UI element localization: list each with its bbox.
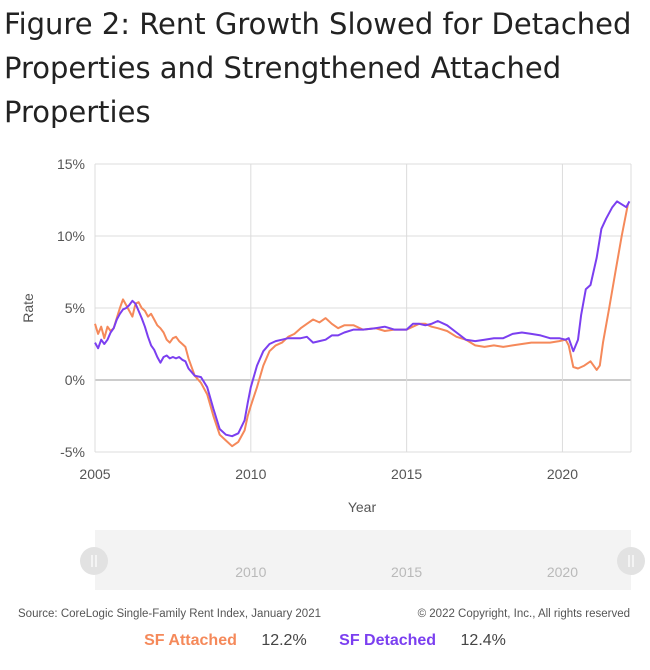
navigator-ticks: 2010 2015 2020 — [235, 564, 578, 580]
copyright-note: © 2022 Copyright, Inc., All rights reser… — [417, 608, 630, 620]
x-tick-label: 2015 — [391, 466, 422, 482]
x-tick-label: 2005 — [79, 466, 110, 482]
legend-item-sf-attached[interactable]: SF Attached 12.2% — [144, 632, 307, 650]
series-line-sf-detached[interactable] — [94, 200, 631, 438]
legend-label: SF Detached — [339, 632, 437, 649]
series-line-sf-attached[interactable] — [94, 204, 629, 448]
y-tick-label: 10% — [57, 228, 85, 244]
legend-item-sf-detached[interactable]: SF Detached 12.4% — [339, 632, 506, 650]
series-lines — [94, 200, 631, 448]
legend-value: 12.2% — [261, 632, 307, 649]
rent-growth-chart: 15% 10% 5% 0% -5% 2005 2010 2015 2020 Rate Year… — [20, 156, 645, 590]
y-tick-label: 15% — [57, 156, 85, 172]
navigator-left-handle[interactable] — [80, 547, 108, 575]
x-axis-ticks: 2005 2010 2015 2020 — [79, 466, 578, 482]
y-axis-label: Rate — [20, 293, 36, 323]
navigator-tick-label: 2020 — [547, 564, 578, 580]
legend: SF Attached 12.2% SF Detached 12.4% — [0, 632, 650, 650]
x-tick-label: 2020 — [547, 466, 578, 482]
navigator-tick-label: 2015 — [391, 564, 422, 580]
y-tick-label: -5% — [60, 444, 85, 460]
y-tick-label: 0% — [65, 372, 85, 388]
legend-value: 12.4% — [460, 632, 506, 649]
navigator-right-handle[interactable] — [617, 547, 645, 575]
x-tick-label: 2010 — [235, 466, 266, 482]
navigator-track[interactable] — [95, 530, 631, 590]
grid-lines — [94, 163, 632, 453]
y-tick-label: 5% — [65, 300, 85, 316]
legend-label: SF Attached — [144, 632, 237, 649]
page-title: Figure 2: Rent Growth Slowed for Detache… — [4, 7, 632, 129]
y-axis-ticks: 15% 10% 5% 0% -5% — [57, 156, 85, 460]
x-axis-label: Year — [348, 499, 377, 515]
source-note: Source: CoreLogic Single-Family Rent Ind… — [18, 608, 321, 620]
navigator-tick-label: 2010 — [235, 564, 266, 580]
